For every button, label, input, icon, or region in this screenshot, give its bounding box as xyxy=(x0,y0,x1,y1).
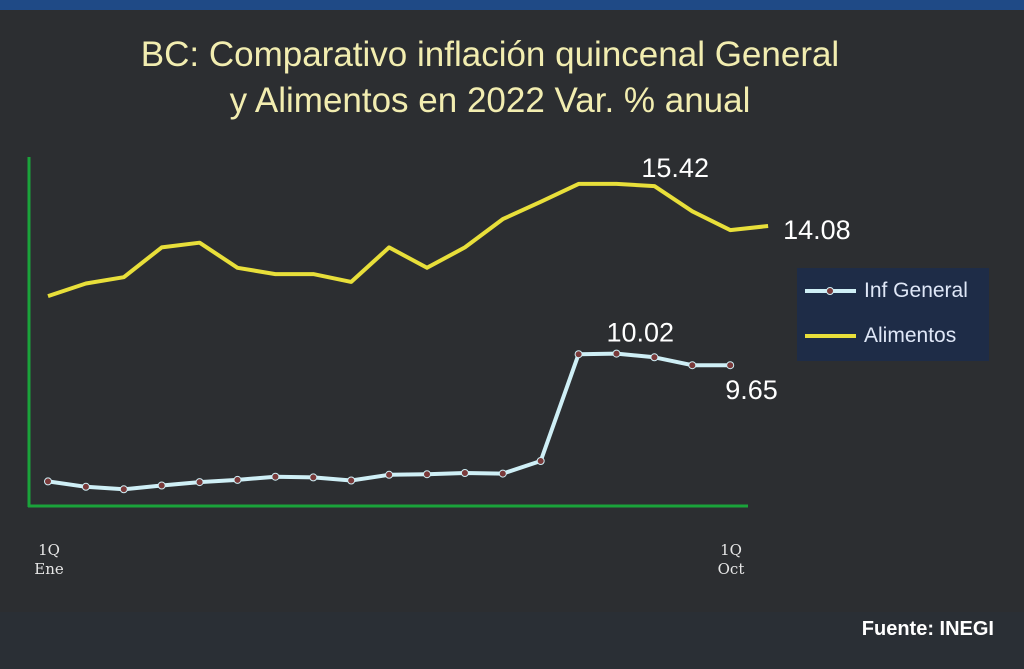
data-point-inf-general-16 xyxy=(650,353,659,362)
data-label-alimentos-19: 14.08 xyxy=(783,215,851,245)
data-point-inf-general-2 xyxy=(119,485,128,494)
chart-legend: Inf General Alimentos xyxy=(797,268,989,361)
legend-label-alimentos: Alimentos xyxy=(864,324,957,347)
x-tick-label-end-line2: Oct xyxy=(717,560,745,578)
data-label-inf-general-18: 9.65 xyxy=(725,375,778,405)
x-tick-label-start-line2: Ene xyxy=(34,560,64,578)
data-point-inf-general-1 xyxy=(81,482,90,491)
data-point-inf-general-8 xyxy=(347,476,356,485)
x-tick-label-end: 1Q Oct xyxy=(701,541,761,579)
data-point-inf-general-12 xyxy=(498,469,507,478)
data-point-inf-general-0 xyxy=(44,477,52,486)
chart-title-line-1: BC: Comparativo inflación quincenal Gene… xyxy=(140,35,840,74)
data-point-inf-general-13 xyxy=(536,457,545,465)
x-tick-label-start: 1Q Ene xyxy=(19,541,79,579)
series-line-inf-general xyxy=(47,351,731,492)
chart-title: BC: Comparativo inflación quincenal Gene… xyxy=(40,32,940,124)
bottom-bar xyxy=(0,612,1024,669)
data-point-inf-general-5 xyxy=(233,475,242,484)
x-tick-label-end-line1: 1Q xyxy=(720,541,742,559)
chart-title-line-2: y Alimentos en 2022 Var. % anual xyxy=(229,81,751,120)
data-point-inf-general-18 xyxy=(726,361,735,370)
data-point-inf-general-10 xyxy=(423,470,431,479)
data-point-inf-general-4 xyxy=(195,478,204,487)
data-point-inf-general-6 xyxy=(271,472,280,481)
data-point-inf-general-11 xyxy=(460,469,469,477)
data-point-inf-general-7 xyxy=(309,473,318,482)
data-point-inf-general-17 xyxy=(688,361,697,370)
legend-swatch-inf-general xyxy=(805,287,856,295)
x-tick-label-start-line1: 1Q xyxy=(38,541,60,559)
legend-item-inf-general: Inf General xyxy=(803,276,968,306)
data-point-inf-general-9 xyxy=(385,470,394,479)
data-point-inf-general-15 xyxy=(612,349,621,358)
data-label-alimentos-16: 15.42 xyxy=(641,153,709,183)
data-point-inf-general-14 xyxy=(574,350,583,359)
legend-swatch-alimentos xyxy=(805,334,856,338)
data-label-inf-general-15: 10.02 xyxy=(607,318,675,348)
data-point-inf-general-3 xyxy=(157,481,166,490)
legend-label-inf-general: Inf General xyxy=(864,279,968,302)
top-bar xyxy=(0,0,1024,10)
legend-item-alimentos: Alimentos xyxy=(803,321,956,351)
series-line-alimentos xyxy=(47,181,769,298)
source-note: Fuente: INEGI xyxy=(861,618,994,640)
